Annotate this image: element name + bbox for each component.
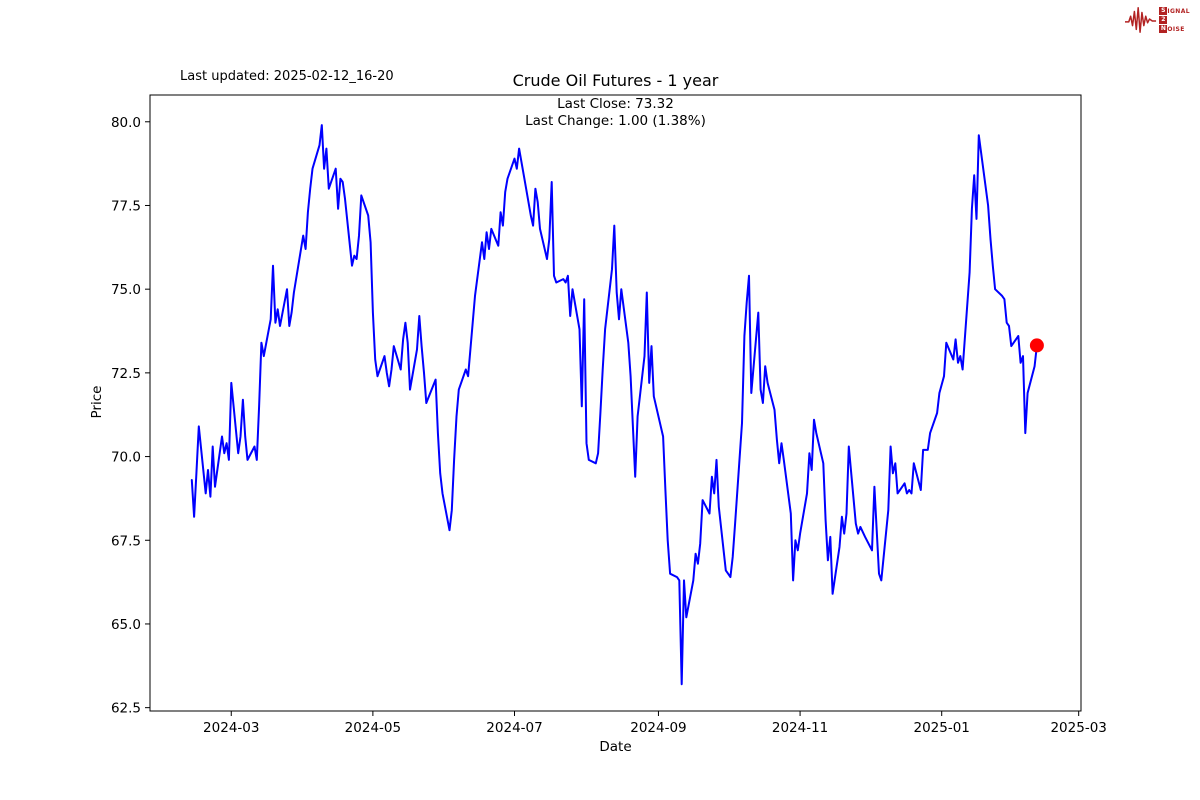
chart-subtitle-last-close: Last Close: 73.32 [557, 96, 674, 112]
logo-box-s: S [1159, 7, 1168, 15]
y-tick-label: 70.0 [111, 450, 141, 466]
logo-text: S IGNAL 2 N OISE [1159, 7, 1190, 33]
price-line [190, 124, 1038, 686]
y-tick-label: 67.5 [111, 533, 141, 549]
logo-rest-oise: OISE [1167, 25, 1185, 33]
x-tick-label: 2024-07 [486, 720, 542, 736]
y-tick-label: 75.0 [111, 282, 141, 298]
signal2noise-logo: S IGNAL 2 N OISE [1124, 4, 1190, 36]
logo-line-2: 2 [1159, 16, 1190, 24]
y-tick-label: 62.5 [111, 701, 141, 717]
x-tick-label: 2024-05 [345, 720, 401, 736]
y-tick-label: 65.0 [111, 617, 141, 633]
waveform-icon [1125, 7, 1157, 33]
last-updated-label: Last updated: 2025-02-12_16-20 [180, 69, 394, 84]
logo-line-signal: S IGNAL [1159, 7, 1190, 15]
y-tick-label: 72.5 [111, 366, 141, 382]
chart-title: Crude Oil Futures - 1 year [512, 71, 719, 90]
chart-subtitle-last-change: Last Change: 1.00 (1.38%) [525, 113, 706, 129]
y-tick-label: 77.5 [111, 198, 141, 214]
logo-box-n: N [1159, 25, 1168, 33]
x-axis-label: Date [599, 739, 632, 755]
logo-box-2: 2 [1159, 16, 1168, 24]
plot-frame [149, 94, 1082, 712]
x-tick-label: 2024-11 [772, 720, 828, 736]
last-close-marker [1029, 338, 1044, 353]
y-tick-label: 80.0 [111, 115, 141, 131]
y-axis-label: Price [89, 385, 105, 419]
x-tick-label: 2024-09 [630, 720, 686, 736]
x-tick-label: 2024-03 [203, 720, 259, 736]
logo-rest-ignal: IGNAL [1167, 7, 1190, 15]
x-tick-label: 2025-01 [913, 720, 969, 736]
x-tick-label: 2025-03 [1050, 720, 1106, 736]
logo-line-noise: N OISE [1159, 25, 1190, 33]
